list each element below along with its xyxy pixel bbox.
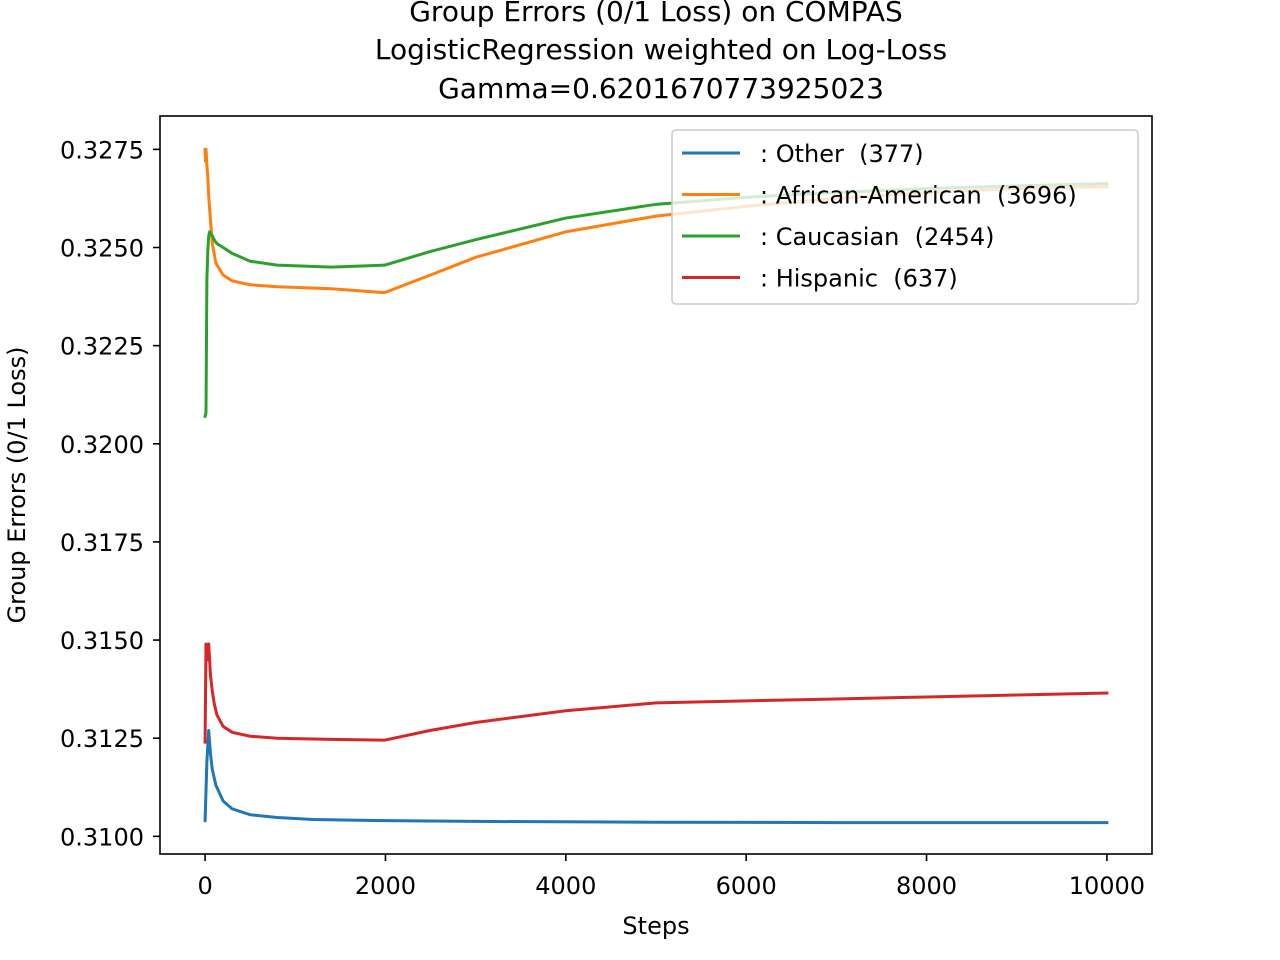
y-axis: 0.3100 0.3125 0.3150 0.3175 0.3200 0.3225 0.32…: [60, 136, 160, 851]
x-tick-label: 6000: [716, 872, 777, 900]
legend-label: : Hispanic (637): [760, 265, 958, 293]
y-tick-label: 0.3225: [60, 333, 144, 361]
y-tick-label: 0.3200: [60, 431, 144, 459]
y-tick-label: 0.3150: [60, 627, 144, 655]
legend-label: : African-American (3696): [760, 182, 1077, 210]
legend-label: : Caucasian (2454): [760, 223, 994, 251]
title-line-2: LogisticRegression weighted on Log-Loss: [375, 33, 947, 66]
y-tick-label: 0.3175: [60, 529, 144, 557]
x-tick-label: 8000: [896, 872, 957, 900]
plot-frame: [159, 115, 1153, 855]
x-tick-label: 4000: [535, 872, 596, 900]
y-tick-label: 0.3125: [60, 725, 144, 753]
series-line-0: [203, 728, 1109, 825]
legend-label: : Other (377): [760, 140, 924, 168]
x-tick-label: 0: [197, 872, 212, 900]
x-axis: 0 2000 4000 6000 8000 10000: [197, 854, 1145, 900]
x-axis-label: Steps: [622, 912, 689, 940]
x-tick-label: 2000: [355, 872, 416, 900]
legend-box: [671, 129, 1139, 305]
chart-title: Group Errors (0/1 Loss) on COMPAS Logist…: [375, 0, 947, 105]
y-tick-label: 0.3250: [60, 235, 144, 263]
x-tick-label: 10000: [1069, 872, 1145, 900]
legend: : Other (377) : African-American (3696) : …: [671, 129, 1139, 305]
y-axis-label: Group Errors (0/1 Loss): [3, 347, 31, 624]
series-line-3: [203, 642, 1109, 744]
title-line-3: Gamma=0.6201670773925023: [438, 72, 884, 105]
y-tick-label: 0.3275: [60, 136, 144, 164]
title-line-1: Group Errors (0/1 Loss) on COMPAS: [409, 0, 903, 28]
y-tick-label: 0.3100: [60, 823, 144, 851]
